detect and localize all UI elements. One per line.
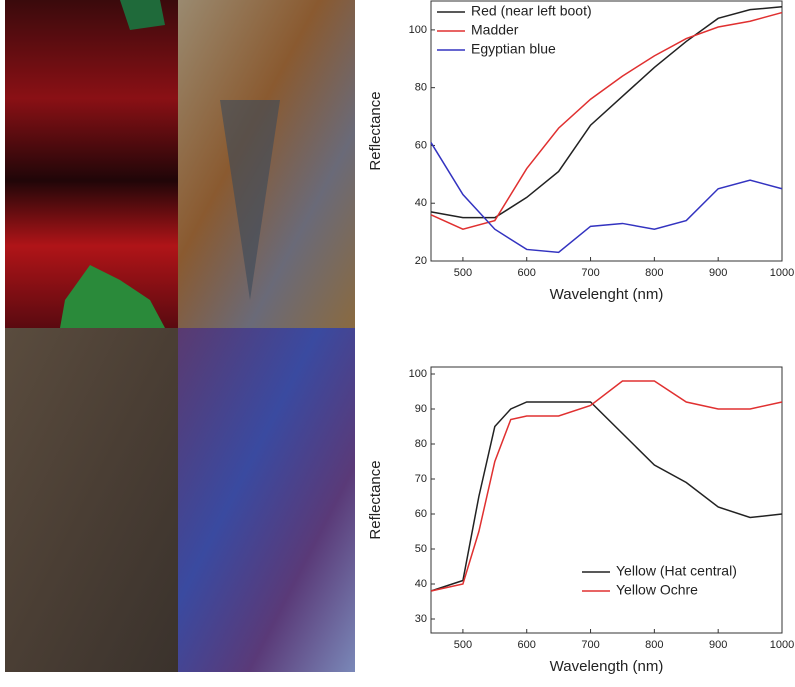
- y-axis-label: Reflectance: [367, 460, 384, 539]
- y-tick-label: 40: [415, 578, 427, 590]
- y-tick-label: 80: [415, 438, 427, 450]
- y-tick-label: 70: [415, 473, 427, 485]
- series-line: [430, 142, 783, 254]
- green-patch: [60, 265, 165, 328]
- x-tick-label: 700: [581, 267, 599, 279]
- y-tick-label: 60: [415, 508, 427, 520]
- uv-image: [5, 328, 178, 672]
- legend-label: Yellow (Hat central): [616, 563, 737, 579]
- y-axis-label: Reflectance: [367, 91, 384, 170]
- x-tick-label: 1000: [770, 267, 794, 279]
- uv-fluorescence-image: [178, 328, 355, 672]
- legend-label: Egyptian blue: [471, 41, 556, 57]
- series-line: [430, 11, 783, 231]
- y-tick-label: 100: [409, 368, 427, 380]
- series-line: [430, 6, 783, 219]
- plot-frame: [430, 366, 783, 634]
- x-tick-label: 800: [645, 267, 663, 279]
- y-tick-label: 60: [415, 139, 427, 151]
- photo-panels: [5, 0, 355, 672]
- x-tick-label: 600: [518, 639, 536, 651]
- legend-label: Red (near left boot): [471, 3, 592, 19]
- x-axis-label: Wavelength (nm): [550, 658, 664, 675]
- x-tick-label: 900: [709, 267, 727, 279]
- y-tick-label: 20: [415, 255, 427, 267]
- green-patch: [120, 0, 165, 30]
- x-tick-label: 800: [645, 639, 663, 651]
- series-line: [430, 401, 783, 592]
- x-tick-label: 500: [454, 267, 472, 279]
- legend-label: Madder: [471, 22, 519, 38]
- x-axis-label: Wavelenght (nm): [550, 286, 664, 303]
- y-tick-label: 90: [415, 403, 427, 415]
- plot-frame: [430, 0, 783, 262]
- legend-label: Yellow Ochre: [616, 582, 698, 598]
- x-tick-label: 600: [518, 267, 536, 279]
- y-tick-label: 40: [415, 197, 427, 209]
- x-tick-label: 500: [454, 639, 472, 651]
- x-tick-label: 700: [581, 639, 599, 651]
- y-tick-label: 80: [415, 82, 427, 94]
- y-tick-label: 50: [415, 543, 427, 555]
- x-tick-label: 1000: [770, 639, 794, 651]
- series-line: [430, 380, 783, 592]
- dark-shape: [220, 100, 280, 300]
- y-tick-label: 100: [409, 24, 427, 36]
- x-tick-label: 900: [709, 639, 727, 651]
- y-tick-label: 30: [415, 613, 427, 625]
